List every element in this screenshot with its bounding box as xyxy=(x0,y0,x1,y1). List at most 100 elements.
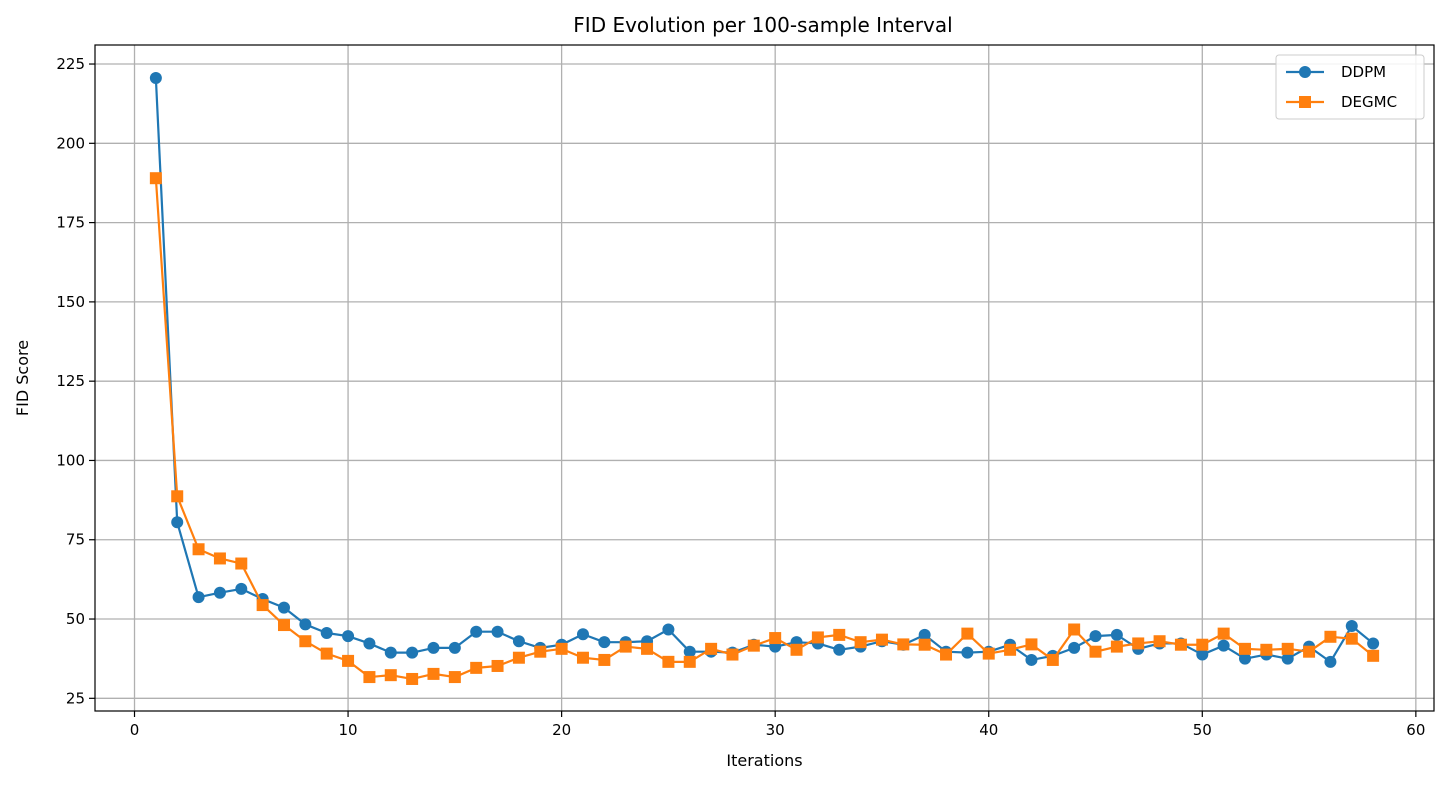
y-tick-label: 150 xyxy=(56,293,85,311)
y-tick-label: 225 xyxy=(56,55,85,73)
data-point-ddpm xyxy=(1217,639,1230,652)
data-point-degmc xyxy=(342,654,355,667)
y-tick-label: 100 xyxy=(56,451,85,469)
data-point-degmc xyxy=(576,651,589,664)
x-tick-label: 20 xyxy=(552,721,571,739)
data-point-degmc xyxy=(277,619,290,632)
data-point-ddpm xyxy=(1196,648,1209,661)
legend-label: DDPM xyxy=(1341,63,1386,81)
data-point-degmc xyxy=(683,655,696,668)
data-point-degmc xyxy=(320,647,333,660)
data-point-degmc xyxy=(534,645,547,658)
y-tick-label: 50 xyxy=(66,610,85,628)
data-point-degmc xyxy=(790,643,803,656)
data-point-ddpm xyxy=(662,623,675,636)
data-point-ddpm xyxy=(512,635,525,648)
data-point-degmc xyxy=(384,669,397,682)
data-point-ddpm xyxy=(171,516,184,529)
data-point-degmc xyxy=(1004,643,1017,656)
data-point-degmc xyxy=(470,661,483,674)
data-point-ddpm xyxy=(598,636,611,649)
data-point-ddpm xyxy=(406,646,419,659)
data-point-ddpm xyxy=(1281,652,1294,665)
x-tick-label: 40 xyxy=(979,721,998,739)
data-point-degmc xyxy=(1345,632,1358,645)
data-point-degmc xyxy=(1089,645,1102,658)
data-point-degmc xyxy=(363,671,376,684)
data-point-ddpm xyxy=(1324,655,1337,668)
data-point-degmc xyxy=(1110,640,1123,653)
data-point-degmc xyxy=(213,552,226,565)
data-point-degmc xyxy=(1025,638,1038,651)
series-degmc xyxy=(149,172,1380,685)
plot-frame xyxy=(94,44,1435,712)
data-point-ddpm xyxy=(384,646,397,659)
data-point-ddpm xyxy=(1025,653,1038,666)
data-point-ddpm xyxy=(470,625,483,638)
series-layer xyxy=(149,71,1380,685)
data-point-degmc xyxy=(1153,635,1166,648)
data-point-degmc xyxy=(1046,653,1059,666)
data-point-degmc xyxy=(1260,643,1273,656)
data-point-degmc xyxy=(705,642,718,655)
data-point-ddpm xyxy=(491,625,504,638)
data-point-degmc xyxy=(235,557,248,570)
data-point-degmc xyxy=(1324,630,1337,643)
data-point-degmc xyxy=(619,640,632,653)
data-point-degmc xyxy=(641,642,654,655)
data-point-degmc xyxy=(299,635,312,648)
y-tick-label: 175 xyxy=(56,214,85,232)
data-point-degmc xyxy=(1174,638,1187,651)
data-point-ddpm xyxy=(961,646,974,659)
data-point-ddpm xyxy=(683,645,696,658)
data-point-degmc xyxy=(940,648,953,661)
data-point-ddpm xyxy=(342,630,355,643)
data-point-degmc xyxy=(171,490,184,503)
data-point-ddpm xyxy=(299,618,312,631)
grid xyxy=(95,45,1434,711)
data-point-degmc xyxy=(982,647,995,660)
data-point-degmc xyxy=(854,636,867,649)
x-tick-label: 30 xyxy=(766,721,785,739)
data-point-degmc xyxy=(1196,638,1209,651)
legend-marker-circle xyxy=(1299,66,1311,78)
data-point-degmc xyxy=(811,631,824,644)
data-point-degmc xyxy=(512,651,525,664)
data-point-degmc xyxy=(662,655,675,668)
data-point-ddpm xyxy=(448,641,461,654)
data-point-degmc xyxy=(769,632,782,645)
data-point-ddpm xyxy=(192,591,205,604)
x-tick-label: 10 xyxy=(339,721,358,739)
legend-label: DEGMC xyxy=(1341,93,1397,111)
data-point-degmc xyxy=(555,642,568,655)
data-point-ddpm xyxy=(1110,628,1123,641)
x-axis-label: Iterations xyxy=(726,751,802,770)
data-point-ddpm xyxy=(1345,620,1358,633)
legend: DDPM DEGMC xyxy=(1275,54,1425,120)
data-point-ddpm xyxy=(576,628,589,641)
data-point-degmc xyxy=(192,543,205,556)
data-point-degmc xyxy=(833,628,846,641)
data-point-degmc xyxy=(1068,623,1081,636)
data-point-degmc xyxy=(448,671,461,684)
data-point-degmc xyxy=(491,659,504,672)
data-point-ddpm xyxy=(235,582,248,595)
data-point-degmc xyxy=(875,633,888,646)
y-tick-label: 125 xyxy=(56,372,85,390)
data-point-degmc xyxy=(918,638,931,651)
data-point-degmc xyxy=(1303,645,1316,658)
data-point-ddpm xyxy=(1239,652,1252,665)
data-point-ddpm xyxy=(1089,630,1102,643)
data-point-degmc xyxy=(897,638,910,651)
data-point-ddpm xyxy=(918,628,931,641)
data-point-degmc xyxy=(427,667,440,680)
data-point-ddpm xyxy=(833,643,846,656)
y-axis-label: FID Score xyxy=(13,340,32,416)
y-tick-label: 25 xyxy=(66,689,85,707)
data-point-degmc xyxy=(1281,642,1294,655)
data-point-ddpm xyxy=(1068,641,1081,654)
series-line-degmc xyxy=(154,178,1374,681)
data-point-degmc xyxy=(256,599,269,612)
chart-title: FID Evolution per 100-sample Interval xyxy=(573,13,952,37)
